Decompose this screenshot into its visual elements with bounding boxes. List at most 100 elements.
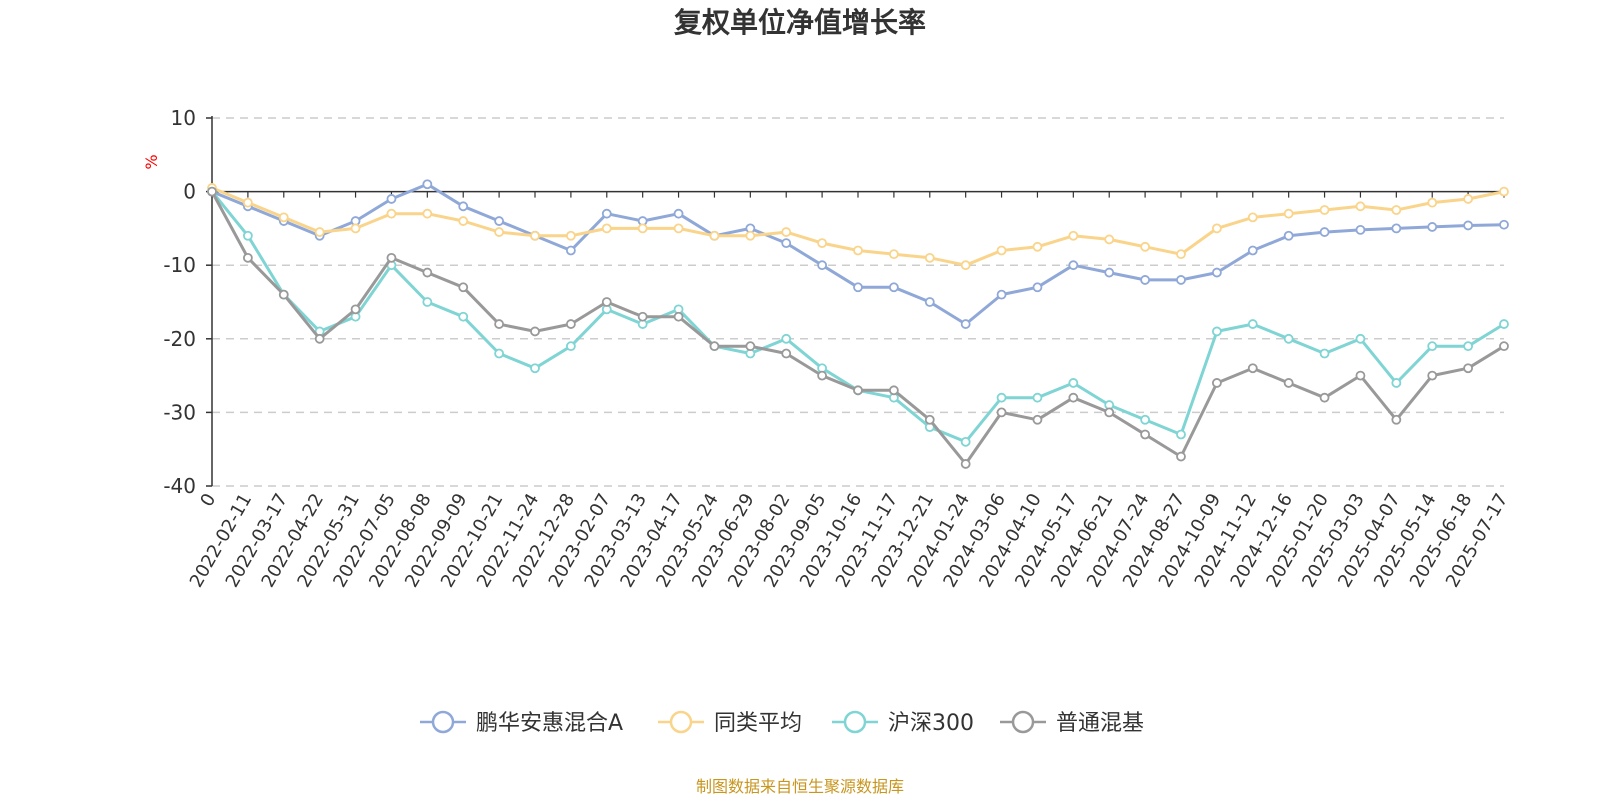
data-point	[1499, 319, 1509, 329]
y-tick-label: -10	[163, 253, 196, 277]
data-point	[1068, 260, 1079, 271]
y-tick-label: -20	[163, 327, 196, 351]
data-point	[1355, 201, 1366, 212]
data-point	[565, 230, 576, 241]
data-point	[637, 311, 648, 322]
data-point	[1319, 392, 1330, 403]
data-point	[1463, 341, 1474, 352]
data-point	[422, 179, 433, 190]
data-point	[853, 282, 863, 293]
data-point	[1283, 378, 1294, 388]
data-point	[924, 297, 935, 307]
data-point	[1211, 267, 1222, 278]
data-point	[781, 227, 792, 237]
data-point	[1355, 370, 1366, 381]
data-point	[565, 245, 576, 256]
data-point	[458, 311, 469, 322]
data-point	[1355, 333, 1366, 344]
data-point	[1176, 249, 1186, 260]
data-point	[1140, 429, 1151, 440]
data-point	[817, 260, 828, 271]
data-point	[817, 238, 828, 249]
data-point	[1283, 230, 1294, 241]
data-point	[314, 227, 325, 237]
data-point	[350, 223, 361, 234]
data-point	[1499, 341, 1509, 352]
data-point	[709, 341, 720, 352]
legend-label: 普通混基	[1056, 711, 1144, 736]
data-point	[242, 252, 253, 263]
data-point	[458, 216, 469, 226]
data-point	[960, 459, 971, 469]
data-point	[350, 304, 361, 315]
data-point	[601, 208, 612, 219]
data-point	[1391, 414, 1402, 425]
data-point	[242, 197, 253, 208]
data-point	[1032, 282, 1043, 293]
data-point	[1499, 219, 1509, 230]
data-point	[673, 311, 684, 322]
data-point	[1211, 378, 1222, 388]
chart-title: 复权单位净值增长率	[674, 6, 926, 39]
x-tick-label: 0	[196, 490, 220, 510]
data-point	[601, 223, 612, 234]
data-point	[458, 201, 469, 212]
data-point	[314, 333, 325, 344]
data-point	[1391, 223, 1402, 234]
data-point	[745, 230, 756, 241]
data-point	[1140, 414, 1151, 425]
data-point	[1032, 414, 1043, 425]
y-tick-label: -40	[163, 474, 196, 498]
data-point	[1319, 227, 1330, 237]
legend: 鹏华安惠混合A 同类平均 沪深300 普通混基	[420, 710, 1144, 736]
data-point	[637, 223, 648, 234]
data-point	[1068, 230, 1079, 241]
data-point	[242, 230, 253, 241]
data-point	[530, 230, 540, 241]
legend-label: 沪深300	[888, 711, 974, 736]
data-point	[422, 208, 433, 219]
data-point	[1463, 220, 1474, 231]
data-point	[1427, 370, 1438, 381]
data-point	[1104, 267, 1115, 278]
data-point	[1104, 407, 1115, 418]
data-point	[530, 363, 540, 374]
data-point	[422, 267, 433, 278]
data-point	[1247, 245, 1258, 256]
legend-label: 鹏华安惠混合A	[476, 711, 623, 736]
data-point	[494, 348, 505, 359]
data-point	[888, 385, 899, 396]
data-point	[960, 319, 971, 329]
legend-swatch-marker	[843, 710, 867, 734]
data-point	[1140, 241, 1151, 252]
data-point	[1247, 363, 1258, 374]
data-point	[386, 194, 397, 204]
data-point	[1391, 378, 1402, 388]
data-point	[565, 319, 576, 329]
legend-swatch-marker	[669, 710, 693, 734]
data-point	[1176, 429, 1186, 440]
data-point	[1032, 392, 1043, 403]
data-point	[781, 333, 792, 344]
data-point	[1247, 319, 1258, 329]
data-point	[853, 385, 863, 396]
data-point	[960, 260, 971, 271]
data-point	[278, 289, 289, 300]
data-point	[1032, 241, 1043, 252]
data-point	[278, 212, 289, 223]
data-point	[673, 208, 684, 219]
data-point	[1211, 326, 1222, 337]
data-point	[422, 297, 433, 307]
data-point	[1283, 333, 1294, 344]
data-point	[458, 282, 469, 293]
data-point	[960, 436, 971, 447]
legend-swatch-marker	[431, 710, 455, 734]
y-tick-label: -30	[163, 400, 196, 424]
data-point	[565, 341, 576, 352]
data-point	[888, 249, 899, 260]
data-point	[996, 407, 1007, 418]
data-point	[601, 297, 612, 307]
data-point	[745, 341, 756, 352]
y-axis-unit: %	[142, 154, 161, 169]
